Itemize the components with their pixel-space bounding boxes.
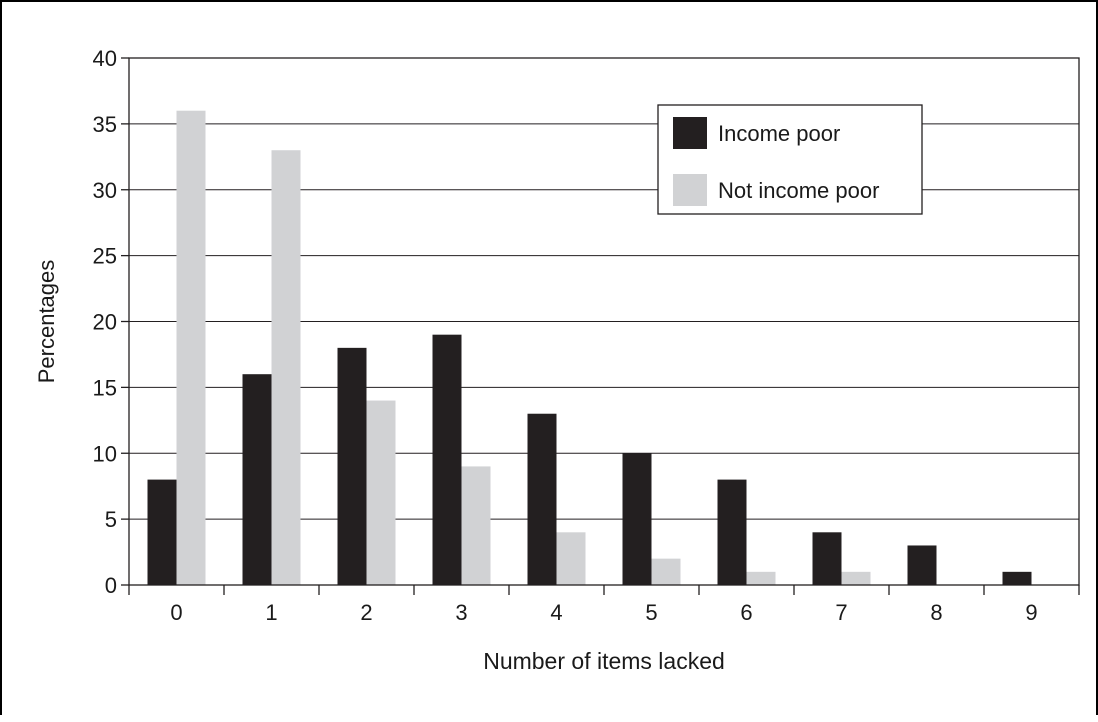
bar-income-poor-3 bbox=[432, 334, 462, 585]
x-tick-label: 3 bbox=[455, 600, 467, 625]
x-tick-label: 1 bbox=[265, 600, 277, 625]
bar-income-poor-7 bbox=[812, 532, 842, 585]
axes: 0 5 10 15 20 25 30 35 40 0 1 2 3 4 5 6 7 8 9 bbox=[93, 46, 1080, 625]
x-tick-label: 6 bbox=[740, 600, 752, 625]
bar-income-poor-1 bbox=[242, 374, 272, 585]
legend-swatch-income-poor bbox=[673, 117, 707, 149]
y-tick-label: 20 bbox=[93, 310, 117, 335]
y-tick-label: 30 bbox=[93, 178, 117, 203]
y-tick-label: 35 bbox=[93, 112, 117, 137]
x-tick-label: 2 bbox=[360, 600, 372, 625]
x-axis-title: Number of items lacked bbox=[483, 648, 725, 674]
y-tick-label: 5 bbox=[105, 507, 117, 532]
bar-not-income-poor-3 bbox=[461, 466, 491, 585]
bar-income-poor-8 bbox=[907, 545, 937, 585]
y-axis-title: Percentages bbox=[34, 260, 59, 384]
x-tick-label: 7 bbox=[835, 600, 847, 625]
y-tick-label: 10 bbox=[93, 441, 117, 466]
y-tick-label: 40 bbox=[93, 46, 117, 71]
bars bbox=[147, 110, 1032, 585]
legend: Income poor Not income poor bbox=[657, 104, 923, 215]
x-tick-label: 0 bbox=[170, 600, 182, 625]
bar-not-income-poor-7 bbox=[841, 571, 871, 585]
bar-income-poor-5 bbox=[622, 453, 652, 585]
bar-income-poor-2 bbox=[337, 347, 367, 585]
bar-not-income-poor-4 bbox=[556, 532, 586, 585]
bar-income-poor-4 bbox=[527, 413, 557, 585]
bar-not-income-poor-5 bbox=[651, 558, 681, 585]
bar-not-income-poor-1 bbox=[271, 150, 301, 585]
bar-income-poor-6 bbox=[717, 479, 747, 585]
x-tick-label: 4 bbox=[550, 600, 562, 625]
legend-label-income-poor: Income poor bbox=[718, 121, 840, 146]
bar-income-poor-0 bbox=[147, 479, 177, 585]
y-tick-label: 15 bbox=[93, 375, 117, 400]
bar-not-income-poor-2 bbox=[366, 400, 396, 585]
legend-label-not-income-poor: Not income poor bbox=[718, 178, 879, 203]
bar-not-income-poor-6 bbox=[746, 571, 776, 585]
y-tick-label: 0 bbox=[105, 573, 117, 598]
y-tick-label: 25 bbox=[93, 244, 117, 269]
x-tick-label: 9 bbox=[1025, 600, 1037, 625]
bar-not-income-poor-0 bbox=[176, 110, 206, 585]
x-tick-label: 8 bbox=[930, 600, 942, 625]
legend-swatch-not-income-poor bbox=[673, 174, 707, 206]
bar-income-poor-9 bbox=[1002, 571, 1032, 585]
x-tick-label: 5 bbox=[645, 600, 657, 625]
